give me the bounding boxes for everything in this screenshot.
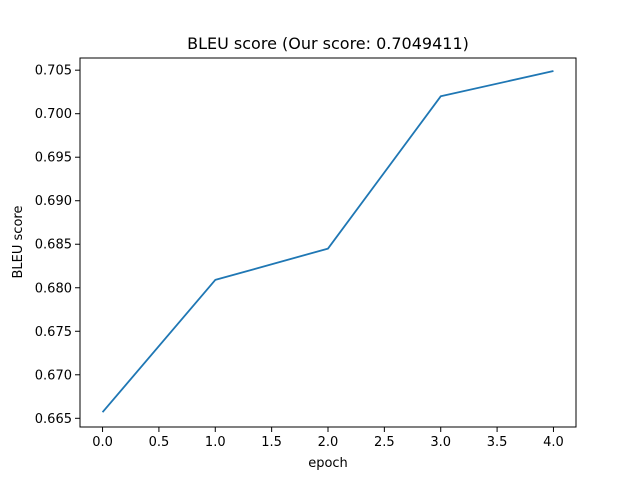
- x-tick-label: 2.5: [374, 435, 395, 450]
- y-tick-label: 0.675: [35, 325, 72, 340]
- y-tick-label: 0.665: [35, 412, 72, 427]
- bleu-series-line: [101, 70, 554, 413]
- y-tick-label: 0.695: [35, 151, 72, 166]
- x-tick-label: 0.0: [92, 435, 113, 450]
- y-axis: 0.665 0.670 0.675 0.680 0.685 0.690 0.695 0.700…: [35, 64, 80, 427]
- y-tick-label: 0.670: [35, 368, 72, 383]
- x-tick-label: 2.0: [318, 435, 339, 450]
- y-tick-label: 0.680: [35, 281, 72, 296]
- y-tick-label: 0.705: [35, 64, 72, 79]
- y-tick-label: 0.685: [35, 238, 72, 253]
- x-tick-label: 1.0: [205, 435, 226, 450]
- x-tick-label: 0.5: [149, 435, 170, 450]
- x-tick-label: 3.0: [430, 435, 451, 450]
- x-tick-label: 3.5: [487, 435, 508, 450]
- chart-title: BLEU score (Our score: 0.7049411): [187, 34, 469, 53]
- y-tick-label: 0.700: [35, 107, 72, 122]
- x-axis-label: epoch: [308, 456, 348, 471]
- x-tick-label: 4.0: [543, 435, 564, 450]
- plot-frame: [79, 57, 577, 428]
- x-axis: 0.0 0.5 1.0 1.5 2.0 2.5 3.0 3.5 4.0: [92, 427, 564, 450]
- x-tick-label: 1.5: [261, 435, 282, 450]
- y-tick-label: 0.690: [35, 194, 72, 209]
- plot-area: [101, 70, 554, 413]
- y-axis-label: BLEU score: [11, 206, 26, 279]
